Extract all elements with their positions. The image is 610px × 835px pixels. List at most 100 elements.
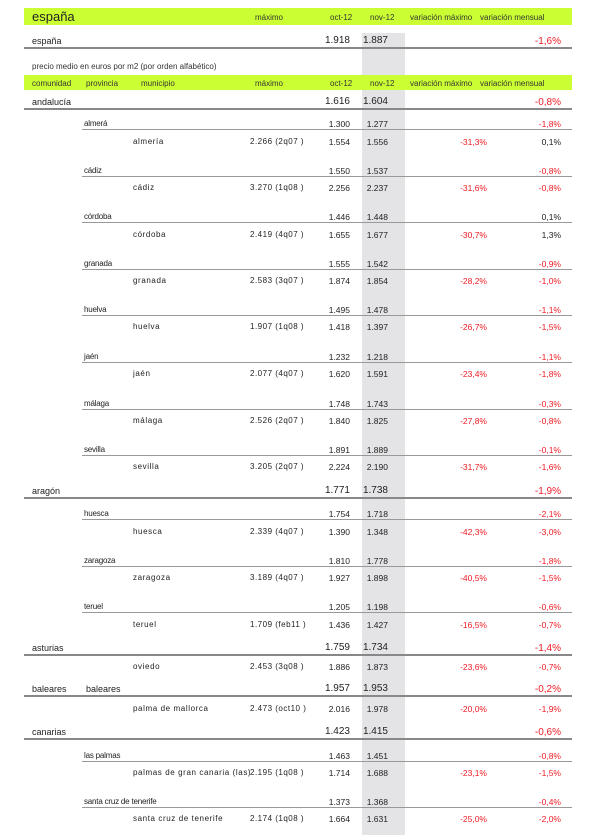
provincia-label: zaragoza [84,556,116,565]
nov-value: 1.825 [366,416,388,426]
var-max-value: -31,3% [460,137,487,147]
var-max-value: -40,5% [460,573,487,583]
oct-value: 1.886 [328,662,350,672]
oct-value: 1.423 [324,726,350,737]
maximo-value: 2.195 (1q08 ) [250,768,305,777]
oct-value: 1.495 [328,305,350,315]
var-mes-value: -3,0% [538,527,561,537]
nov-value: 1.718 [366,509,388,519]
th-provincia: provincia [86,79,119,88]
nov-value: 1.898 [366,573,388,583]
var-mes-value: -0,7% [538,620,561,630]
var-max-value: -30,7% [460,230,487,240]
maximo-value: 2.453 (3q08 ) [250,662,305,671]
var-mes-value: -0,8% [538,751,561,761]
oct-value: 1.616 [324,96,350,107]
nov-value: 1.427 [366,620,388,630]
oct-value: 1.446 [328,212,350,222]
nov-column-shade [362,33,405,835]
var-mes-value: -0,8% [538,166,561,176]
nov-value: 1.854 [366,276,388,286]
nov-value: 1.277 [366,119,388,129]
comunidad-divider [24,654,572,656]
nov-value: 1.537 [366,166,388,176]
var-mes-value: -1,9% [538,704,561,714]
var-max-value: -31,7% [460,462,487,472]
comunidad-label: aragón [32,486,61,496]
provincia-label: santa cruz de tenerife [84,797,157,806]
municipio-label: huesca [133,527,163,536]
comunidad-label: asturias [32,643,64,653]
provincia-label: almerá [84,119,108,128]
oct-value: 1.771 [324,485,350,496]
maximo-value: 2.339 (4q07 ) [250,527,305,536]
col-var-mes: variación mensual [480,13,545,22]
oct-value: 1.232 [328,352,350,362]
provincia-label: cádiz [84,166,102,175]
provincia-label: córdoba [84,212,112,221]
oct-value: 1.874 [328,276,350,286]
provincia-label: las palmas [84,751,121,760]
nov-value: 1.978 [366,704,388,714]
maximo-value: 2.419 (4q07 ) [250,230,305,239]
maximo-value: 3.189 (4q07 ) [250,573,305,582]
oct-value: 2.256 [328,183,350,193]
col-oct: oct-12 [330,13,353,22]
oct-value: 1.748 [328,399,350,409]
var-max-value: -16,5% [460,620,487,630]
var-max-value: -27,8% [460,416,487,426]
nov-value: 1.953 [362,683,388,694]
provincia-divider [82,612,572,613]
comunidad-label: canarias [32,727,67,737]
municipio-label: huelva [133,322,161,331]
table-header-band [24,75,572,90]
provincia-label: huesca [84,509,109,518]
subtitle: precio medio en euros por m2 (por orden … [32,62,217,71]
nov-value: 1.415 [362,726,388,737]
nov-value: 1.604 [362,96,388,107]
oct-value: 1.957 [324,683,350,694]
var-max-value: -42,3% [460,527,487,537]
var-mes-value: -0,3% [538,399,561,409]
provincia-divider [82,315,572,316]
municipio-label: santa cruz de tenerife [133,814,224,823]
municipio-label: oviedo [133,662,161,671]
var-mes-value: -1,9% [534,486,561,497]
var-mes-value: -0,7% [538,662,561,672]
comunidad-label: andalucía [32,97,72,107]
provincia-divider [82,566,572,567]
oct-value: 1.754 [328,509,350,519]
comunidad-divider [24,738,572,740]
top-header-band [24,8,572,25]
nov-value: 2.190 [366,462,388,472]
maximo-value: 2.174 (1q08 ) [250,814,305,823]
provincia-label: málaga [84,399,110,408]
municipio-label: almería [133,137,164,146]
th-maximo: máximo [255,79,284,88]
municipio-label: granada [133,276,167,285]
var-mes-value: -1,8% [538,369,561,379]
var-max-value: -28,2% [460,276,487,286]
var-mes-value: -0,8% [538,183,561,193]
oct-value: 1.373 [328,797,350,807]
oct-value: 1.891 [328,445,350,455]
oct-value: 1.555 [328,259,350,269]
spain-divider [24,47,572,49]
municipio-label: málaga [133,416,163,425]
col-var-max: variación máximo [410,13,473,22]
oct-value: 1.418 [328,322,350,332]
comunidad-divider [24,695,572,697]
var-mes-value: -0,6% [534,727,561,738]
municipio-label: zaragoza [133,573,171,582]
maximo-value: 1.907 (1q08 ) [250,322,305,331]
provincia-label: teruel [84,602,103,611]
nov-value: 1.397 [366,322,388,332]
nov-value: 1.734 [362,642,388,653]
provincia-divider [82,362,572,363]
var-mes-value: -0,8% [534,97,561,108]
nov-value: 1.738 [362,485,388,496]
municipio-label: jaén [133,369,151,378]
oct-value: 1.927 [328,573,350,583]
var-max-value: -23,6% [460,662,487,672]
var-mes-value: -0,8% [538,416,561,426]
